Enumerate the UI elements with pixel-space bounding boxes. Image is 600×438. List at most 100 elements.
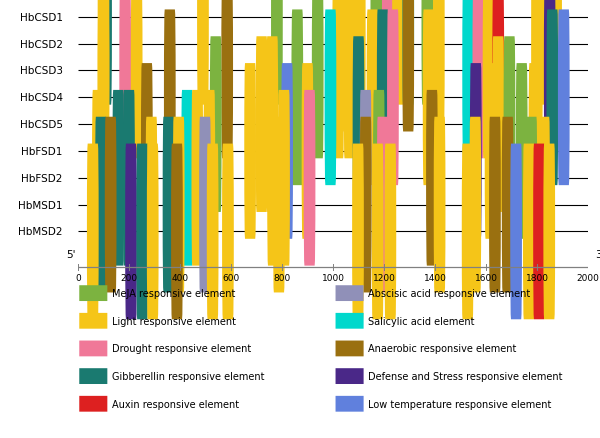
FancyBboxPatch shape <box>266 37 278 212</box>
FancyBboxPatch shape <box>136 144 148 320</box>
FancyBboxPatch shape <box>256 37 268 212</box>
Text: 2000: 2000 <box>577 274 599 283</box>
Text: 800: 800 <box>274 274 290 283</box>
FancyBboxPatch shape <box>526 117 537 293</box>
Text: 1800: 1800 <box>526 274 548 283</box>
Text: HbFSD1: HbFSD1 <box>22 147 63 157</box>
FancyBboxPatch shape <box>197 0 209 106</box>
FancyBboxPatch shape <box>502 117 514 293</box>
FancyBboxPatch shape <box>302 64 313 239</box>
FancyBboxPatch shape <box>470 64 482 239</box>
Text: Abscisic acid responsive element: Abscisic acid responsive element <box>368 289 530 298</box>
FancyBboxPatch shape <box>510 144 522 320</box>
FancyBboxPatch shape <box>335 313 364 329</box>
FancyBboxPatch shape <box>352 144 364 320</box>
FancyBboxPatch shape <box>372 144 383 320</box>
FancyBboxPatch shape <box>426 91 438 266</box>
FancyBboxPatch shape <box>335 396 364 412</box>
Text: 1000: 1000 <box>322 274 344 283</box>
FancyBboxPatch shape <box>131 0 143 159</box>
FancyBboxPatch shape <box>304 91 316 266</box>
Text: HbMSD2: HbMSD2 <box>18 227 63 237</box>
Text: HbCSD1: HbCSD1 <box>20 13 63 23</box>
Text: 1400: 1400 <box>424 274 446 283</box>
FancyBboxPatch shape <box>377 11 389 186</box>
FancyBboxPatch shape <box>112 91 124 266</box>
FancyBboxPatch shape <box>489 0 501 132</box>
Text: 5': 5' <box>66 249 76 259</box>
Text: 1200: 1200 <box>373 274 395 283</box>
FancyBboxPatch shape <box>377 117 389 293</box>
Text: 0: 0 <box>75 274 81 283</box>
FancyBboxPatch shape <box>79 286 107 301</box>
FancyBboxPatch shape <box>353 37 364 212</box>
FancyBboxPatch shape <box>163 117 175 293</box>
Text: Light responsive element: Light responsive element <box>112 316 236 326</box>
FancyBboxPatch shape <box>485 64 496 239</box>
Text: HbCSD5: HbCSD5 <box>20 120 63 130</box>
FancyBboxPatch shape <box>529 64 541 239</box>
FancyBboxPatch shape <box>403 0 414 106</box>
FancyBboxPatch shape <box>360 117 371 293</box>
FancyBboxPatch shape <box>536 0 548 106</box>
FancyBboxPatch shape <box>335 341 364 357</box>
FancyBboxPatch shape <box>472 0 484 159</box>
FancyBboxPatch shape <box>146 117 157 293</box>
FancyBboxPatch shape <box>125 144 137 320</box>
FancyBboxPatch shape <box>493 37 504 212</box>
FancyBboxPatch shape <box>181 91 193 266</box>
FancyBboxPatch shape <box>87 144 98 320</box>
Text: Anaerobic responsive element: Anaerobic responsive element <box>368 344 517 353</box>
Text: Salicylic acid element: Salicylic acid element <box>368 316 475 326</box>
FancyBboxPatch shape <box>533 144 545 320</box>
Text: Drought responsive element: Drought responsive element <box>112 344 251 353</box>
FancyBboxPatch shape <box>95 117 107 293</box>
FancyBboxPatch shape <box>191 91 203 266</box>
FancyBboxPatch shape <box>392 0 404 106</box>
Text: HbCSD4: HbCSD4 <box>20 93 63 103</box>
FancyBboxPatch shape <box>244 64 256 239</box>
Text: Defense and Stress responsive element: Defense and Stress responsive element <box>368 371 563 381</box>
FancyBboxPatch shape <box>403 0 414 132</box>
Text: 3': 3' <box>596 249 600 259</box>
FancyBboxPatch shape <box>141 64 153 239</box>
FancyBboxPatch shape <box>462 144 473 320</box>
Text: HbCSD2: HbCSD2 <box>20 39 63 49</box>
FancyBboxPatch shape <box>79 396 107 412</box>
Text: HbFSD2: HbFSD2 <box>22 173 63 184</box>
Text: Auxin responsive element: Auxin responsive element <box>112 399 239 409</box>
FancyBboxPatch shape <box>273 117 285 293</box>
FancyBboxPatch shape <box>421 0 433 106</box>
FancyBboxPatch shape <box>281 64 293 239</box>
FancyBboxPatch shape <box>207 144 218 320</box>
FancyBboxPatch shape <box>147 144 158 320</box>
FancyBboxPatch shape <box>105 117 116 293</box>
FancyBboxPatch shape <box>100 0 112 106</box>
FancyBboxPatch shape <box>367 11 379 186</box>
FancyBboxPatch shape <box>164 11 176 186</box>
FancyBboxPatch shape <box>335 286 364 301</box>
FancyBboxPatch shape <box>493 0 504 159</box>
FancyBboxPatch shape <box>558 11 569 186</box>
FancyBboxPatch shape <box>382 0 394 106</box>
FancyBboxPatch shape <box>173 117 185 293</box>
FancyBboxPatch shape <box>98 0 109 132</box>
Text: HbMSD1: HbMSD1 <box>18 200 63 210</box>
FancyBboxPatch shape <box>343 0 354 132</box>
FancyBboxPatch shape <box>123 91 135 266</box>
FancyBboxPatch shape <box>171 144 183 320</box>
FancyBboxPatch shape <box>516 64 527 239</box>
FancyBboxPatch shape <box>423 11 434 186</box>
FancyBboxPatch shape <box>360 91 371 266</box>
FancyBboxPatch shape <box>222 144 234 320</box>
Text: 200: 200 <box>121 274 137 283</box>
FancyBboxPatch shape <box>489 117 501 293</box>
FancyBboxPatch shape <box>462 0 474 159</box>
FancyBboxPatch shape <box>98 11 109 186</box>
FancyBboxPatch shape <box>267 91 279 266</box>
Text: 400: 400 <box>172 274 188 283</box>
FancyBboxPatch shape <box>385 144 396 320</box>
FancyBboxPatch shape <box>199 117 211 293</box>
FancyBboxPatch shape <box>79 368 107 384</box>
FancyBboxPatch shape <box>332 0 344 159</box>
